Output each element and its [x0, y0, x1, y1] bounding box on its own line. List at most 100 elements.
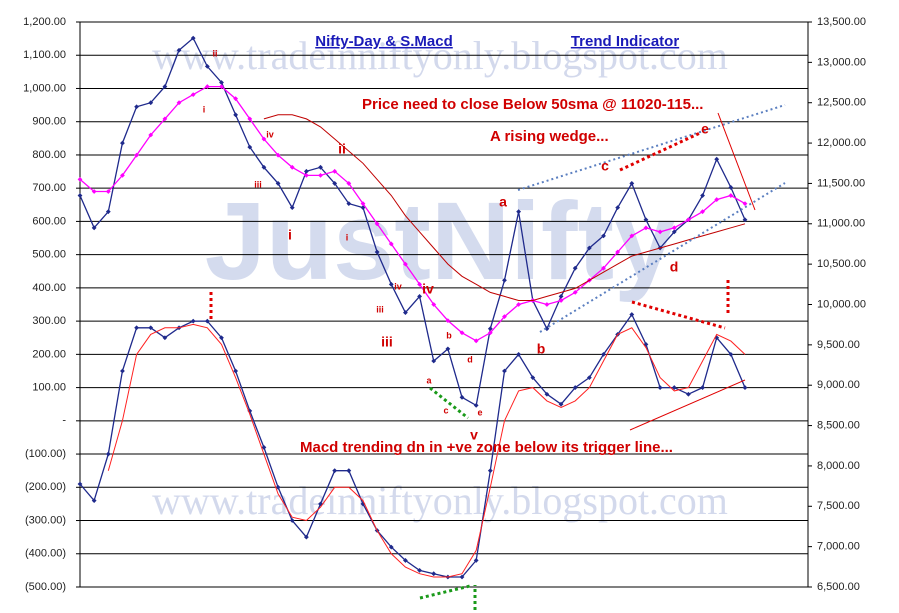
marker — [190, 92, 196, 98]
y-tick-label: 400.00 — [32, 282, 66, 294]
marker — [303, 172, 309, 178]
arrow — [717, 112, 756, 211]
y2-tick-label: 13,000.00 — [817, 56, 866, 68]
wave-label: i — [203, 104, 206, 114]
y2-tick-label: 7,500.00 — [817, 500, 860, 512]
marker — [289, 205, 295, 211]
wave-label: iv — [422, 281, 434, 297]
marker — [275, 152, 281, 158]
trend-lines — [209, 104, 786, 610]
y2-tick-label: 13,500.00 — [817, 16, 866, 28]
y-tick-label: 100.00 — [32, 381, 66, 393]
y-tick-label: 600.00 — [32, 215, 66, 227]
marker — [388, 241, 394, 247]
y-tick-label: 800.00 — [32, 149, 66, 161]
y2-tick-label: 8,500.00 — [817, 419, 860, 431]
y-tick-label: 500.00 — [32, 249, 66, 261]
marker — [487, 326, 493, 332]
y-tick-label: 900.00 — [32, 116, 66, 128]
wave-label: v — [470, 427, 478, 443]
y-tick-label: 1,000.00 — [23, 82, 66, 94]
y2-tick-label: 9,500.00 — [817, 339, 860, 351]
marker — [120, 368, 125, 374]
arrow — [629, 379, 746, 431]
series-line — [263, 114, 746, 301]
wave-label: c — [601, 158, 609, 174]
series-line — [79, 85, 746, 342]
series-line — [107, 323, 746, 578]
marker — [431, 358, 437, 364]
marker — [91, 498, 97, 503]
wave-label: iv — [266, 129, 274, 139]
annotation: A rising wedge... — [490, 128, 609, 145]
watermark: JustNifty — [205, 180, 676, 303]
annotation: Macd trending dn in +ve zone below its t… — [300, 439, 673, 456]
y-tick-label: (100.00) — [25, 448, 66, 460]
marker — [544, 302, 550, 307]
marker — [346, 181, 352, 186]
wave-label: iii — [381, 334, 393, 350]
y-tick-label: 200.00 — [32, 348, 66, 360]
marker — [318, 172, 323, 178]
wave-label: b — [446, 330, 452, 340]
wave-label: b — [537, 341, 546, 357]
marker — [346, 201, 352, 207]
series-line — [79, 313, 746, 578]
marker — [204, 63, 210, 69]
wave-label: a — [499, 194, 507, 210]
annotation: Price need to close Below 50sma @ 11020-… — [362, 96, 703, 113]
wave-label: i — [288, 227, 292, 243]
y-tick-label: - — [62, 415, 66, 427]
marker — [275, 484, 281, 490]
marker — [91, 225, 97, 231]
marker — [332, 168, 338, 174]
series-line — [79, 37, 746, 407]
y-tick-label: 1,200.00 — [23, 16, 66, 28]
chart-subtitle: Trend Indicator — [571, 33, 680, 50]
wave-label: ii — [212, 48, 217, 58]
marker — [77, 481, 83, 487]
wave-label: d — [670, 259, 679, 275]
marker — [473, 558, 479, 563]
wedge-line — [517, 104, 786, 191]
y2-tick-label: 9,000.00 — [817, 379, 860, 391]
y2-tick-label: 10,500.00 — [817, 258, 866, 270]
marker — [91, 189, 97, 194]
y2-tick-label: 12,000.00 — [817, 137, 866, 149]
wave-label: e — [701, 121, 709, 137]
marker — [318, 164, 323, 170]
y-tick-label: (300.00) — [25, 514, 66, 526]
marker — [558, 298, 564, 303]
marker — [332, 181, 338, 186]
y-tick-label: (200.00) — [25, 481, 66, 493]
marker — [120, 140, 125, 146]
watermark: www.tradeinniftyonly.blogspot.com — [152, 478, 728, 523]
wave-label: c — [443, 405, 448, 415]
marker — [120, 172, 125, 178]
wave-label: i — [346, 232, 349, 242]
marker — [700, 209, 705, 215]
marker — [275, 181, 281, 186]
wave-label: iii — [254, 179, 262, 189]
y2-tick-label: 11,500.00 — [817, 177, 865, 189]
marker — [615, 205, 621, 211]
marker — [728, 193, 734, 198]
y2-tick-label: 6,500.00 — [817, 581, 860, 593]
marker — [473, 338, 479, 344]
chart-title: Nifty-Day & S.Macd — [315, 33, 453, 50]
marker — [176, 100, 182, 106]
marker — [360, 205, 366, 211]
y2-tick-label: 7,000.00 — [817, 541, 860, 553]
wave-label: a — [426, 375, 432, 385]
marker — [686, 217, 691, 223]
y-tick-label: (400.00) — [25, 548, 66, 560]
marker — [586, 375, 592, 381]
y-tick-label: (500.00) — [25, 581, 66, 593]
wave-label: d — [467, 354, 473, 364]
wave-label: iii — [376, 304, 384, 314]
marker — [233, 368, 239, 374]
trend-line — [619, 131, 701, 172]
wave-label: ii — [338, 141, 346, 157]
wave-label: iv — [394, 281, 402, 291]
